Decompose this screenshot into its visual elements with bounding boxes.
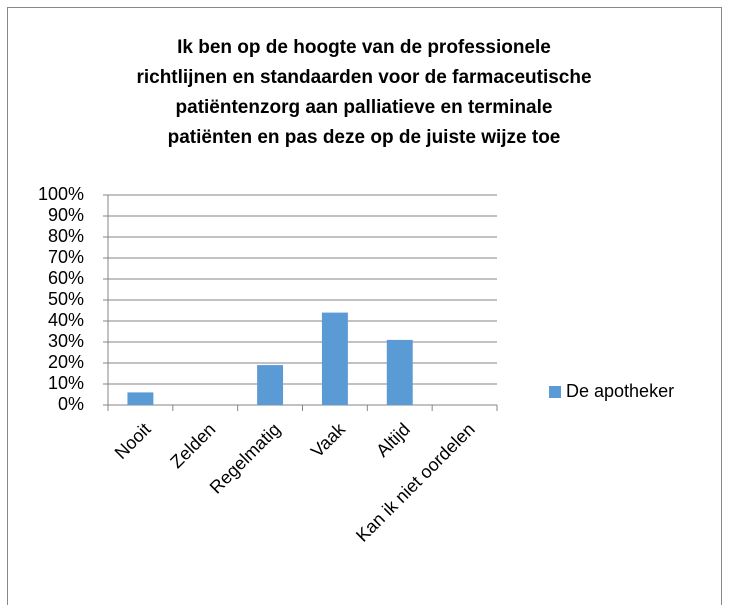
y-tick-label: 70% [48,247,84,267]
chart-title: Ik ben op de hoogte van de professionele [177,37,551,58]
chart-title: patiënten en pas deze op de juiste wijze… [168,127,561,148]
y-tick-label: 10% [48,373,84,393]
y-tick-label: 0% [58,394,84,414]
legend-label: De apotheker [566,381,674,401]
bar [386,339,413,405]
chart-title: patiëntenzorg aan palliatieve en termina… [176,97,553,118]
y-tick-label: 100% [38,184,84,204]
bar [321,312,348,405]
y-tick-label: 60% [48,268,84,288]
y-tick-label: 50% [48,289,84,309]
y-tick-label: 40% [48,310,84,330]
y-tick-label: 80% [48,226,84,246]
y-tick-label: 30% [48,331,84,351]
chart-frame [7,7,722,605]
y-tick-label: 90% [48,205,84,225]
y-tick-label: 20% [48,352,84,372]
legend-swatch [549,386,561,398]
bar [127,392,154,405]
bar [257,365,284,405]
chart-title: richtlijnen en standaarden voor de farma… [136,67,591,88]
